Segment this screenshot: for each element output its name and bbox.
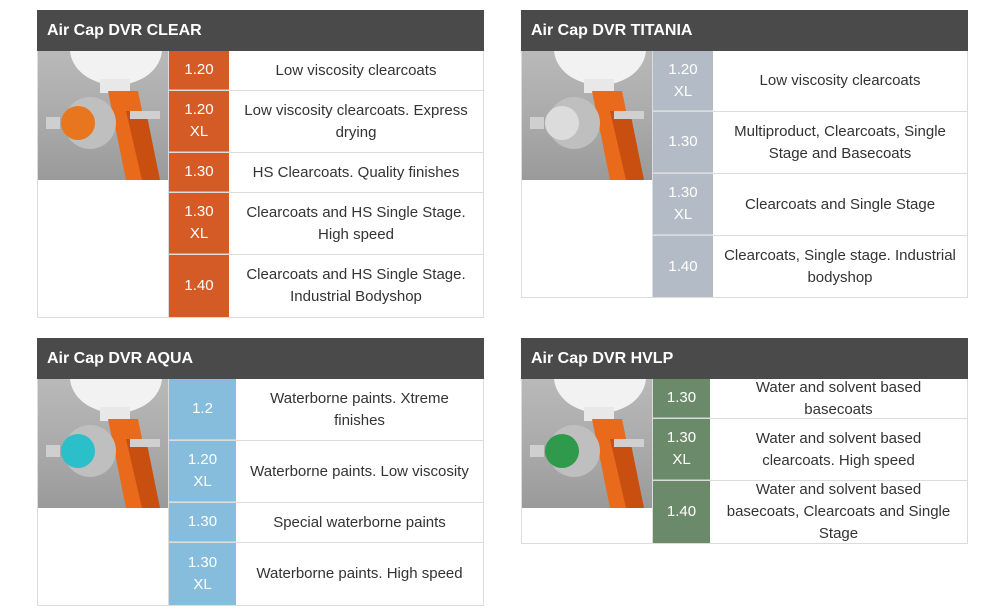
table-row: 1.2 Waterborne paints. Xtreme finishes [169,379,483,441]
table-row: 1.30 Water and solvent based basecoats [653,379,967,419]
application-description: Clearcoats and Single Stage [744,195,936,213]
application-description: Low viscosity clearcoats [275,61,437,79]
application-description: Multiproduct, Clearcoats, Single Stage a… [734,122,946,162]
table-row: 1.30 XL Clearcoats and Single Stage [653,174,967,236]
nozzle-size: 1.20 XL [169,91,229,152]
table-row: 1.40 Water and solvent based basecoats, … [653,481,967,543]
card-title: Air Cap DVR AQUA [37,338,484,379]
application-description: Waterborne paints. High speed [256,565,463,582]
application-description: Clearcoats and HS Single Stage. Industri… [246,266,466,305]
air-cap-card-hvlp: Air Cap DVR HVLP 1.30 Water and solvent [521,338,968,544]
air-cap-card-titania: Air Cap DVR TITANIA 1.20 XL Low viscosi [521,10,968,298]
application-description: Water and solvent based basecoats, Clear… [726,481,951,542]
table-row: 1.20 Low viscosity clearcoats [169,51,483,91]
card-title: Air Cap DVR CLEAR [37,10,484,51]
application-description: Low viscosity clearcoats. Express drying [244,101,468,141]
table-row: 1.40 Clearcoats, Single stage. Industria… [653,236,967,297]
nozzle-size: 1.30 XL [653,174,713,235]
nozzle-size: 1.20 XL [653,51,713,111]
application-description: Clearcoats and HS Single Stage. High spe… [246,203,466,243]
table-row: 1.20 XL Low viscosity clearcoats [653,51,967,112]
nozzle-size: 1.40 [653,481,710,543]
card-title: Air Cap DVR HVLP [521,338,968,379]
nozzle-size: 1.30 [169,153,229,192]
nozzle-size: 1.20 [169,51,229,90]
card-title: Air Cap DVR TITANIA [521,10,968,51]
application-description: Water and solvent based basecoats [755,378,922,418]
nozzle-size: 1.20 XL [169,441,236,502]
spray-gun-hvlp-image [522,379,652,508]
nozzle-size: 1.40 [653,236,713,297]
application-description: Waterborne paints. Low viscosity [250,462,469,480]
nozzle-size: 1.40 [169,255,229,317]
table-row: 1.30 XL Water and solvent based clearcoa… [653,419,967,481]
nozzle-size: 1.30 XL [169,193,229,254]
application-description: Low viscosity clearcoats [759,72,921,89]
nozzle-size: 1.30 [653,379,710,418]
table-row: 1.30 XL Clearcoats and HS Single Stage. … [169,193,483,255]
air-cap-card-clear: Air Cap DVR CLEAR 1.20 Low viscosity cl [37,10,484,318]
nozzle-size: 1.30 [169,503,236,542]
application-description: Special waterborne paints [273,513,446,531]
nozzle-size: 1.30 [653,112,713,173]
spray-gun-aqua-image [38,379,168,508]
spray-gun-titania-image [522,51,652,180]
application-description: Water and solvent based clearcoats. High… [755,429,922,469]
nozzle-size: 1.30 XL [653,419,710,480]
nozzle-size: 1.30 XL [169,543,236,605]
application-description: Waterborne paints. Xtreme finishes [270,389,449,429]
table-row: 1.30 HS Clearcoats. Quality finishes [169,153,483,193]
air-cap-card-aqua: Air Cap DVR AQUA 1.2 Waterborne paints. [37,338,484,606]
spray-gun-clear-image [38,51,168,180]
table-row: 1.40 Clearcoats and HS Single Stage. Ind… [169,255,483,317]
application-description: Clearcoats, Single stage. Industrial bod… [724,246,956,286]
application-description: HS Clearcoats. Quality finishes [252,163,460,181]
nozzle-size: 1.2 [169,379,236,440]
table-row: 1.30 XL Waterborne paints. High speed [169,543,483,605]
table-row: 1.30 Multiproduct, Clearcoats, Single St… [653,112,967,174]
table-row: 1.30 Special waterborne paints [169,503,483,543]
table-row: 1.20 XL Waterborne paints. Low viscosity [169,441,483,503]
table-row: 1.20 XL Low viscosity clearcoats. Expres… [169,91,483,153]
